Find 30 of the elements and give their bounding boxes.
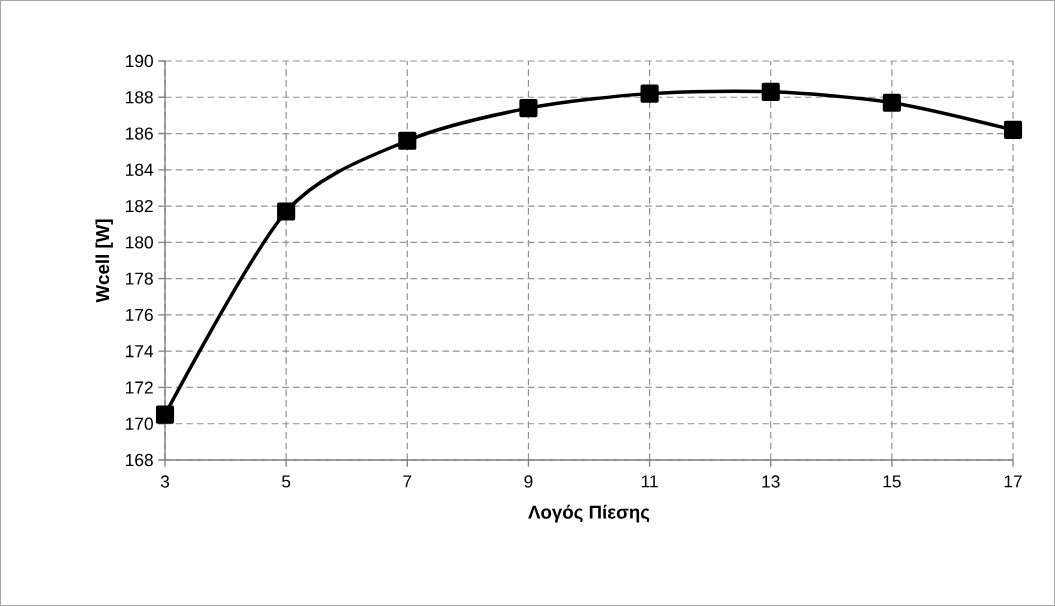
x-tick-label: 3 xyxy=(160,475,170,488)
y-tick-label: 180 xyxy=(126,236,153,249)
point xyxy=(882,93,901,112)
y-tick-label: 170 xyxy=(126,417,153,430)
y-tick-label: 184 xyxy=(126,163,154,176)
y-tick-label: 178 xyxy=(126,272,153,285)
y-tick-label: 176 xyxy=(126,308,153,322)
x-tick-label: 17 xyxy=(1004,475,1022,488)
x-tick-label: 5 xyxy=(282,475,291,488)
point xyxy=(155,405,175,424)
y-tick-label: 188 xyxy=(126,91,153,104)
y-tick-label: 190 xyxy=(126,54,153,68)
point xyxy=(277,202,296,221)
x-tick-label: 13 xyxy=(762,475,780,488)
y-tick-label: 174 xyxy=(126,345,154,358)
point xyxy=(519,99,538,118)
point xyxy=(640,84,659,103)
x-tick-label: 11 xyxy=(641,475,658,488)
y-axis-title: Wcell [W] xyxy=(95,219,113,303)
point xyxy=(761,82,780,101)
x-tick-label: 15 xyxy=(883,475,901,488)
y-tick-label: 186 xyxy=(126,127,153,140)
y-tick-label: 172 xyxy=(126,381,153,394)
y-tick-label: 182 xyxy=(126,199,153,213)
x-tick-label: 7 xyxy=(403,475,412,488)
y-tick-label: 168 xyxy=(126,453,153,467)
x-tick-label: 9 xyxy=(524,475,533,488)
point xyxy=(1003,120,1023,139)
point xyxy=(398,131,417,150)
x-axis-title: Λογός Πίεσης xyxy=(528,504,650,523)
